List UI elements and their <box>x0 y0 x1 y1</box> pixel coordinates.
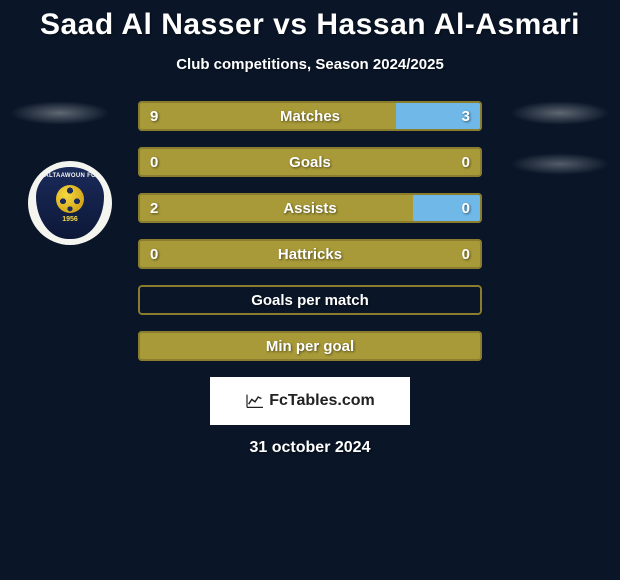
stat-label: Goals per match <box>251 292 369 309</box>
stat-label: Goals <box>289 154 331 171</box>
player-shadow-left <box>10 101 110 125</box>
player-shadow-right-1 <box>510 101 610 125</box>
stat-label: Assists <box>283 200 336 217</box>
bar-left-fill <box>138 101 396 131</box>
logo-year: 1956 <box>62 216 78 223</box>
date-label: 31 october 2024 <box>0 439 620 457</box>
stat-value-right: 3 <box>462 108 470 125</box>
stat-value-left: 2 <box>150 200 158 217</box>
player-shadow-right-2 <box>510 153 610 175</box>
club-logo: ALTAAWOUN FC 1956 <box>28 161 112 245</box>
stat-value-right: 0 <box>462 200 470 217</box>
stat-row: 0 0 Goals <box>138 147 482 177</box>
stat-row: 0 0 Hattricks <box>138 239 482 269</box>
watermark: FcTables.com <box>210 377 410 425</box>
stat-row: 2 0 Assists <box>138 193 482 223</box>
stat-row: 9 3 Matches <box>138 101 482 131</box>
stat-bars: 9 3 Matches 0 0 Goals 2 0 Assists 0 0 Hattricks Goal… <box>138 101 482 361</box>
stat-row: Goals per match <box>138 285 482 315</box>
stat-label: Min per goal <box>266 338 354 355</box>
bar-right-fill <box>413 193 482 223</box>
logo-top-text: ALTAAWOUN FC <box>44 173 95 179</box>
stat-value-left: 0 <box>150 154 158 171</box>
stat-value-right: 0 <box>462 154 470 171</box>
stat-row: Min per goal <box>138 331 482 361</box>
stat-label: Hattricks <box>278 246 342 263</box>
page-subtitle: Club competitions, Season 2024/2025 <box>0 56 620 73</box>
stat-value-left: 9 <box>150 108 158 125</box>
stat-value-left: 0 <box>150 246 158 263</box>
bar-left-fill <box>138 193 413 223</box>
comparison-main: ALTAAWOUN FC 1956 9 3 Matches 0 0 Goals 2 0 Assi… <box>0 101 620 361</box>
page-title: Saad Al Nasser vs Hassan Al-Asmari <box>0 0 620 42</box>
stat-value-right: 0 <box>462 246 470 263</box>
chart-icon <box>245 393 265 409</box>
logo-ball-icon <box>56 185 84 213</box>
stat-label: Matches <box>280 108 340 125</box>
watermark-text: FcTables.com <box>269 392 375 410</box>
